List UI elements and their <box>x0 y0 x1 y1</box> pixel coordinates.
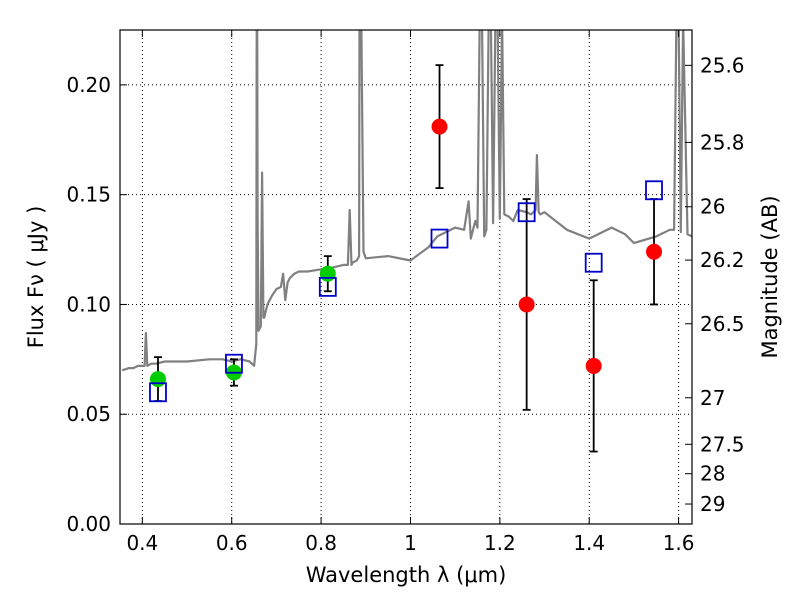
model-square-marker <box>584 252 603 273</box>
right-tick-label: 26.5 <box>700 312 745 336</box>
right-tick-label: 27 <box>700 386 725 410</box>
right-tick-label: 25.8 <box>700 130 745 154</box>
spectrum-line <box>121 30 692 372</box>
plot-area <box>121 30 692 453</box>
right-tick-label: 29 <box>700 492 725 516</box>
model-square-marker <box>318 276 337 297</box>
x-tick-label: 1 <box>404 531 417 555</box>
model-square-marker <box>149 382 167 403</box>
grid-lines <box>120 30 692 525</box>
x-tick-label: 0.6 <box>216 531 248 555</box>
red-data-point <box>646 243 663 260</box>
x-tick-label: 0.8 <box>305 531 337 555</box>
y-tick-label: 0.00 <box>66 512 111 536</box>
plot-frame <box>119 29 693 525</box>
red-data-point <box>518 296 535 313</box>
x-tick-label: 1.6 <box>663 531 695 555</box>
y-tick-label: 0.15 <box>66 183 111 207</box>
model-square-marker <box>645 180 663 201</box>
right-tick-label: 27.5 <box>700 432 745 456</box>
y-tick-label: 0.10 <box>66 292 111 316</box>
red-data-point <box>431 118 448 135</box>
green-data-point <box>319 265 336 282</box>
axes: 0.4 0.6 0.8 1 1.2 1.4 1.6 0.00 0.05 0.10 0.15 0.20 2… <box>66 29 745 555</box>
right-tick-label: 26 <box>700 195 725 219</box>
right-tick-label: 28 <box>700 462 725 486</box>
right-axis-label: Magnitude (AB) <box>758 195 782 358</box>
y-tick-label: 0.20 <box>66 73 111 97</box>
x-axis-label: Wavelength λ (μm) <box>306 563 507 587</box>
right-tick-label: 25.6 <box>700 53 745 77</box>
x-tick-label: 1.2 <box>484 531 516 555</box>
model-square-marker <box>430 228 449 249</box>
red-data-point <box>585 357 602 374</box>
right-tick-label: 26.2 <box>700 248 745 272</box>
model-square-marker <box>517 202 536 223</box>
x-tick-label: 0.4 <box>126 531 158 555</box>
y-tick-label: 0.05 <box>66 402 111 426</box>
model-square-marker <box>225 353 243 374</box>
x-tick-label: 1.4 <box>573 531 605 555</box>
green-data-point <box>149 371 166 388</box>
y-axis-label: Flux Fν ( μJy ) <box>24 206 48 349</box>
